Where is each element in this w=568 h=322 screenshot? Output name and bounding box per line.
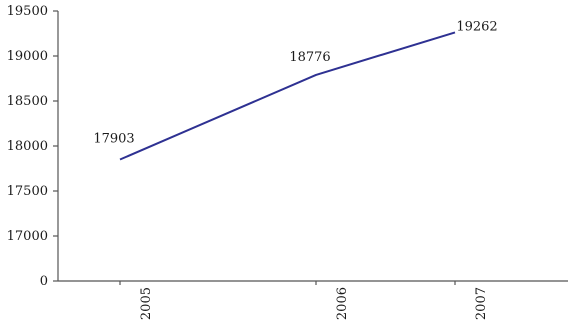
- x-tick-label: 2005: [139, 287, 154, 320]
- data-labels-layer: 17903 18776 19262: [93, 19, 497, 146]
- y-axis: 0 17000 17500 18000 18500 19000 19500: [7, 4, 59, 289]
- data-label: 19262: [456, 19, 497, 34]
- x-axis: 2005 2006 2007: [58, 280, 568, 320]
- data-label: 17903: [93, 132, 134, 147]
- y-tick-label: 19000: [7, 49, 48, 64]
- series-line: [119, 31, 456, 161]
- series-layer: [119, 31, 456, 161]
- data-label: 18776: [289, 50, 330, 65]
- y-tick-label: 17500: [7, 184, 48, 199]
- y-tick-label: 17000: [7, 229, 48, 244]
- y-tick-label: 18500: [7, 94, 48, 109]
- y-tick-label: 19500: [7, 4, 48, 19]
- x-tick-label: 2006: [335, 287, 350, 320]
- x-tick-label: 2007: [474, 287, 489, 320]
- y-tick-label: 18000: [7, 139, 48, 154]
- y-tick-label: 0: [40, 274, 48, 289]
